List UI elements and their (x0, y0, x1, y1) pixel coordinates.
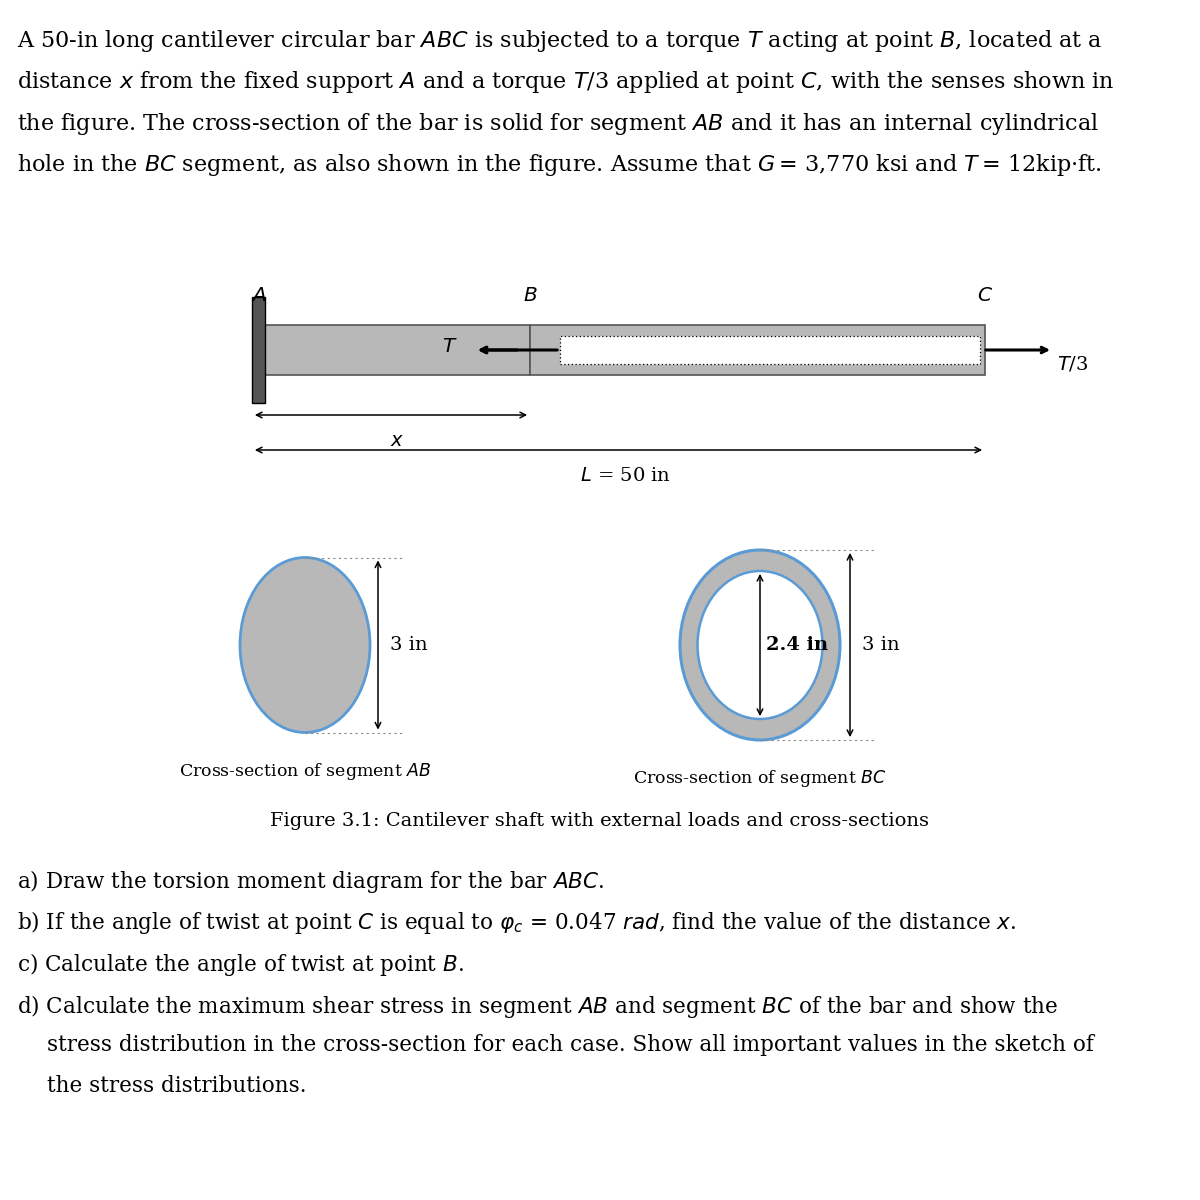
Text: a) Draw the torsion moment diagram for the bar $ABC$.: a) Draw the torsion moment diagram for t… (17, 868, 605, 895)
Bar (265, 325, 530, 374)
Text: 3 in: 3 in (862, 636, 900, 654)
Ellipse shape (697, 571, 822, 719)
Text: hole in the $BC$ segment, as also shown in the figure. Assume that $G$ = 3,770 k: hole in the $BC$ segment, as also shown … (17, 152, 1102, 179)
Text: d) Calculate the maximum shear stress in segment $AB$ and segment $BC$ of the ba: d) Calculate the maximum shear stress in… (17, 992, 1058, 1020)
Text: $x$: $x$ (390, 432, 404, 450)
Text: $B$: $B$ (523, 286, 538, 305)
Text: $T$: $T$ (443, 336, 458, 355)
Text: $L$ = 50 in: $L$ = 50 in (580, 467, 671, 485)
Ellipse shape (240, 558, 370, 732)
Text: the stress distributions.: the stress distributions. (47, 1075, 306, 1098)
Text: $T$/3: $T$/3 (1057, 354, 1088, 373)
Text: c) Calculate the angle of twist at point $B$.: c) Calculate the angle of twist at point… (17, 950, 464, 978)
Text: distance $x$ from the fixed support $A$ and a torque $T$/3 applied at point $C$,: distance $x$ from the fixed support $A$ … (17, 70, 1115, 96)
Bar (560, 336, 980, 364)
Text: the figure. The cross-section of the bar is solid for segment $AB$ and it has an: the figure. The cross-section of the bar… (17, 110, 1099, 137)
Ellipse shape (680, 550, 840, 740)
Text: 2.4 in: 2.4 in (766, 636, 828, 654)
Text: b) If the angle of twist at point $C$ is equal to $\varphi_c$ = 0.047 $rad$, fin: b) If the angle of twist at point $C$ is… (17, 910, 1016, 936)
Text: A 50-in long cantilever circular bar $ABC$ is subjected to a torque $T$ acting a: A 50-in long cantilever circular bar $AB… (17, 28, 1103, 54)
Text: $C$: $C$ (977, 286, 992, 305)
Text: stress distribution in the cross-section for each case. Show all important value: stress distribution in the cross-section… (47, 1034, 1094, 1056)
Text: 3 in: 3 in (390, 636, 427, 654)
Bar (530, 325, 985, 374)
Text: Figure 3.1: Cantilever shaft with external loads and cross-sections: Figure 3.1: Cantilever shaft with extern… (270, 812, 930, 830)
Bar (252, 296, 265, 403)
Text: Cross-section of segment $BC$: Cross-section of segment $BC$ (634, 768, 887, 790)
Text: Cross-section of segment $AB$: Cross-section of segment $AB$ (179, 761, 431, 781)
Text: $A$: $A$ (251, 286, 266, 305)
